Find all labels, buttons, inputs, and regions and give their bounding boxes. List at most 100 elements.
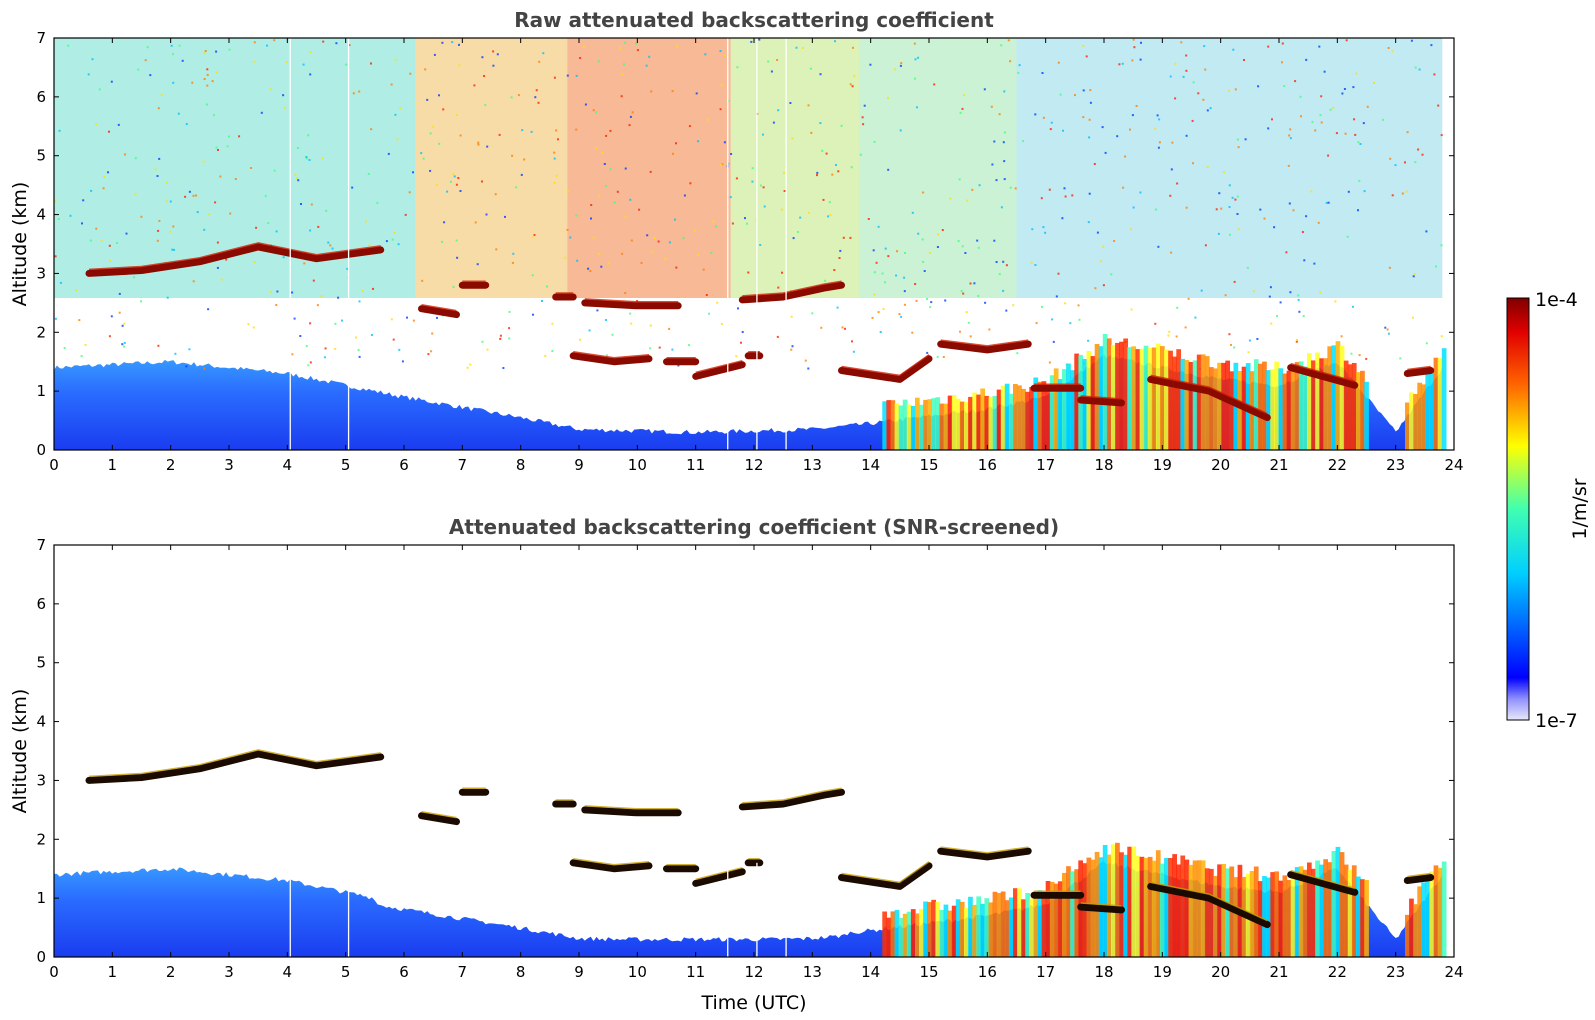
noise-speck <box>1410 39 1413 42</box>
plume-column <box>923 901 928 957</box>
x-tick-label: 21 <box>1269 456 1288 474</box>
noise-speck <box>321 157 324 160</box>
bottom-y-ticks: 0 1 2 3 4 5 6 7 <box>36 536 1454 966</box>
noise-speck <box>1102 245 1105 248</box>
x-tick-label: 24 <box>1444 963 1463 981</box>
noise-speck <box>969 335 972 338</box>
noise-speck <box>804 359 807 362</box>
screened-backscatter-panel: Attenuated backscattering coefficient (S… <box>9 515 1464 1014</box>
noise-speck <box>1435 265 1437 268</box>
noise-speck <box>1082 89 1085 92</box>
noise-speck <box>481 340 484 343</box>
noise-speck <box>791 137 794 140</box>
noise-speck <box>1185 69 1188 72</box>
plume-column <box>1057 379 1063 450</box>
noise-speck <box>367 173 370 175</box>
plume-column <box>1319 864 1324 957</box>
plume-column <box>996 389 1002 450</box>
noise-speck <box>1170 168 1173 171</box>
noise-speck <box>1425 342 1428 345</box>
noise-speck <box>1233 280 1236 283</box>
plume-column <box>1286 370 1292 450</box>
noise-speck <box>926 351 929 354</box>
noise-speck <box>160 93 163 96</box>
noise-speck <box>534 96 537 99</box>
noise-speck <box>203 78 206 80</box>
noise-speck <box>1259 208 1262 211</box>
noise-speck <box>483 75 486 77</box>
plume-column <box>1008 393 1014 450</box>
noise-speck <box>238 135 241 138</box>
noise-speck <box>358 300 361 303</box>
cloud-layer <box>581 806 682 817</box>
noise-speck <box>917 232 920 235</box>
cloud-layer <box>937 847 1032 861</box>
noise-speck <box>796 231 799 233</box>
noise-speck <box>1132 206 1135 209</box>
noise-speck <box>1224 294 1227 297</box>
noise-speck <box>228 135 230 138</box>
noise-speck <box>309 229 312 232</box>
plume-column <box>1258 363 1263 450</box>
bottom-cloud-layers <box>85 749 1435 929</box>
noise-speck <box>299 335 302 337</box>
noise-speck <box>1353 118 1356 121</box>
cloud-layer-top-edge <box>421 303 457 312</box>
noise-speck <box>171 248 174 251</box>
noise-speck <box>325 209 328 212</box>
noise-speck <box>936 246 939 248</box>
noise-speck <box>368 244 371 247</box>
noise-speck <box>1140 41 1142 44</box>
noise-speck <box>882 308 885 310</box>
noise-speck <box>477 141 480 144</box>
noise-speck <box>605 319 607 321</box>
noise-speck <box>995 179 998 182</box>
noise-speck <box>1002 260 1005 263</box>
plume-column <box>1021 388 1026 450</box>
noise-speck <box>677 364 680 367</box>
plume-column <box>955 398 961 450</box>
noise-speck <box>929 306 932 309</box>
plume-column <box>1437 358 1443 450</box>
plume-column <box>1319 358 1324 450</box>
plume-column <box>1335 341 1341 450</box>
noise-speck <box>595 111 598 114</box>
noise-speck <box>1093 163 1096 165</box>
plume-column <box>1429 871 1435 957</box>
cloud-layer-top-edge <box>88 749 381 778</box>
noise-speck <box>819 122 822 125</box>
noise-speck <box>819 73 822 76</box>
noise-speck <box>69 214 72 217</box>
noise-speck <box>576 259 579 262</box>
noise-speck <box>993 239 996 242</box>
noise-speck <box>206 73 209 76</box>
plume-column <box>1433 865 1439 957</box>
noise-speck <box>702 268 705 271</box>
noise-speck <box>1311 120 1314 123</box>
noise-speck <box>309 361 312 364</box>
plume-column <box>1351 363 1357 450</box>
x-tick-label: 13 <box>803 963 822 981</box>
noise-speck <box>727 99 730 102</box>
noise-speck <box>412 171 414 174</box>
plume-column <box>902 399 908 450</box>
noise-speck <box>836 306 839 309</box>
noise-speck <box>750 40 753 43</box>
noise-speck <box>867 218 870 220</box>
noise-speck <box>605 184 608 187</box>
cloud-layer <box>1077 396 1125 407</box>
noise-speck <box>208 213 211 216</box>
noise-speck <box>964 252 967 254</box>
x-tick-label: 6 <box>399 963 409 981</box>
noise-speck <box>1289 137 1292 140</box>
noise-speck <box>714 225 717 228</box>
plume-column <box>1409 392 1414 450</box>
plume-column <box>1160 863 1165 957</box>
noise-speck <box>1310 190 1313 193</box>
noise-speck <box>852 350 855 353</box>
noise-speck <box>649 324 652 327</box>
noise-speck <box>123 322 126 325</box>
noise-speck <box>1302 315 1305 317</box>
noise-speck <box>63 347 66 350</box>
